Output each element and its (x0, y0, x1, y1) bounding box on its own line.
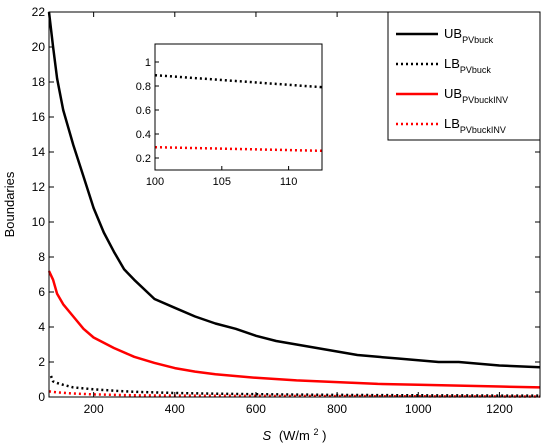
y-tick-label: 6 (38, 285, 45, 299)
x-tick-label: 1200 (486, 402, 513, 416)
y-tick-label: 10 (32, 215, 46, 229)
y-tick-label: 0 (38, 390, 45, 404)
inset-zoom: 100 105 110 0.2 0.4 0.6 0.8 1 (136, 43, 323, 188)
x-tick-label: 800 (327, 402, 347, 416)
x-axis-unit: (W/m (279, 428, 310, 443)
y-tick-label: 14 (32, 145, 46, 159)
inset-y-tick-label: 0.2 (136, 153, 151, 165)
y-tick-label: 4 (38, 320, 45, 334)
y-tick-label: 12 (32, 180, 46, 194)
series-line-2 (49, 375, 540, 397)
y-tick-label: 16 (32, 110, 46, 124)
inset-x-tick-label: 100 (146, 176, 164, 188)
y-tick-label: 8 (38, 250, 45, 264)
legend-label-3: UBPVbuckINV (444, 86, 508, 105)
inset-background (155, 44, 322, 170)
legend-box (387, 11, 541, 141)
main-plot-frame (48, 11, 541, 398)
main-series-group (47, 11, 541, 398)
series-line-1 (47, 11, 541, 369)
x-tick-label: 1000 (405, 402, 432, 416)
x-tick-label: 400 (165, 402, 185, 416)
x-axis-unit-close: ) (322, 428, 326, 443)
y-axis-title: Boundaries (2, 171, 17, 237)
inset-y-tick-label: 0.6 (136, 105, 151, 117)
inset-axis-ticks: 100 105 110 0.2 0.4 0.6 0.8 1 (136, 57, 298, 188)
y-tick-label: 18 (32, 75, 46, 89)
series-line-3 (47, 270, 541, 389)
y-tick-label: 22 (32, 5, 46, 19)
legend-label-4: LBPVbuckINV (444, 116, 506, 135)
y-tick-label: 2 (38, 355, 45, 369)
legend: UBPVbuck LBPVbuck UBPVbuckINV LBPVbuckINV (387, 11, 541, 141)
main-axis-ticks: 200 400 600 800 1000 1200 0 2 4 6 8 10 12 14 16 18 20 22 (32, 5, 540, 416)
legend-items: UBPVbuck LBPVbuck UBPVbuckINV LBPVbuckINV (396, 26, 508, 135)
series-line-4 (48, 390, 541, 398)
inset-y-tick-label: 0.8 (136, 81, 151, 93)
x-tick-label: 600 (246, 402, 266, 416)
inset-frame (154, 43, 323, 171)
inset-x-tick-label: 110 (280, 176, 298, 188)
x-axis-unit-sup: 2 (313, 427, 318, 437)
x-tick-label: 200 (84, 402, 104, 416)
y-tick-label: 20 (32, 40, 46, 54)
inset-y-tick-label: 1 (145, 57, 151, 69)
inset-y-tick-label: 0.4 (136, 129, 151, 141)
inset-x-tick-label: 105 (213, 176, 231, 188)
x-axis-symbol: S (263, 428, 272, 443)
legend-label-1: UBPVbuck (444, 26, 494, 45)
legend-label-2: LBPVbuck (444, 56, 491, 75)
x-axis-title: S (W/m 2 ) (263, 423, 327, 443)
